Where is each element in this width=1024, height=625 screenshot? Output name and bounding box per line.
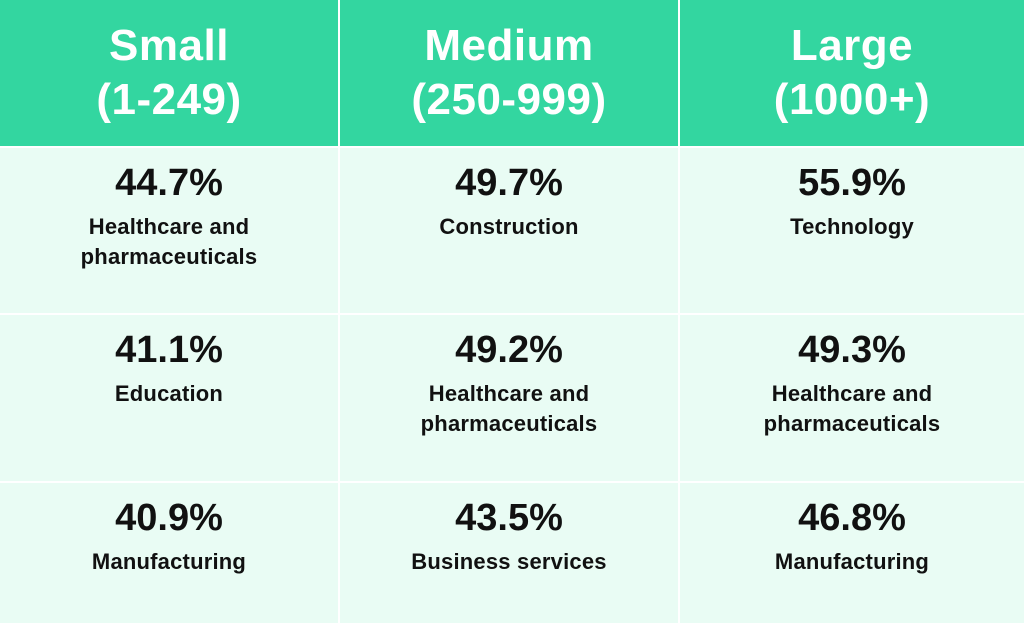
column-header-medium: Medium (250-999) — [340, 0, 680, 148]
table-cell-r3-medium: 43.5% Business services — [340, 483, 680, 625]
industry-label: Manufacturing — [774, 549, 930, 574]
industry-label: Construction — [439, 214, 579, 239]
percentage-value: 41.1% — [115, 329, 223, 371]
table-cell-r1-medium: 49.7% Construction — [340, 148, 680, 315]
column-header-small: Small (1-249) — [0, 0, 340, 148]
table-cell-r3-small: 40.9% Manufacturing — [0, 483, 340, 625]
column-header-title: Medium — [424, 21, 594, 70]
column-header-title: Small — [109, 21, 229, 70]
column-header-large: Large (1000+) — [680, 0, 1024, 148]
percentage-value: 49.3% — [798, 329, 906, 371]
industry-label: Manufacturing — [91, 549, 247, 574]
percentage-value: 49.7% — [455, 162, 563, 204]
table-cell-r1-small: 44.7% Healthcare and pharmaceuticals — [0, 148, 340, 315]
percentage-value: 40.9% — [115, 497, 223, 539]
industry-label: Business services — [411, 549, 607, 574]
industry-label: Education — [114, 381, 224, 406]
industry-label: Healthcare and pharmaceuticals — [763, 381, 941, 436]
column-header-range: (250-999) — [411, 75, 607, 124]
industry-label: Technology — [790, 214, 914, 239]
table-cell-r1-large: 55.9% Technology — [680, 148, 1024, 315]
column-header-title: Large — [790, 21, 914, 70]
percentage-value: 46.8% — [798, 497, 906, 539]
table-cell-r2-medium: 49.2% Healthcare and pharmaceuticals — [340, 315, 680, 483]
percentage-value: 55.9% — [798, 162, 906, 204]
column-header-range: (1-249) — [96, 75, 242, 124]
table-cell-r2-small: 41.1% Education — [0, 315, 340, 483]
industry-label: Healthcare and pharmaceuticals — [80, 214, 258, 269]
percentage-value: 49.2% — [455, 329, 563, 371]
industry-label: Healthcare and pharmaceuticals — [420, 381, 598, 436]
table-cell-r3-large: 46.8% Manufacturing — [680, 483, 1024, 625]
percentage-value: 44.7% — [115, 162, 223, 204]
column-header-range: (1000+) — [773, 75, 931, 124]
percentage-value: 43.5% — [455, 497, 563, 539]
table-cell-r2-large: 49.3% Healthcare and pharmaceuticals — [680, 315, 1024, 483]
